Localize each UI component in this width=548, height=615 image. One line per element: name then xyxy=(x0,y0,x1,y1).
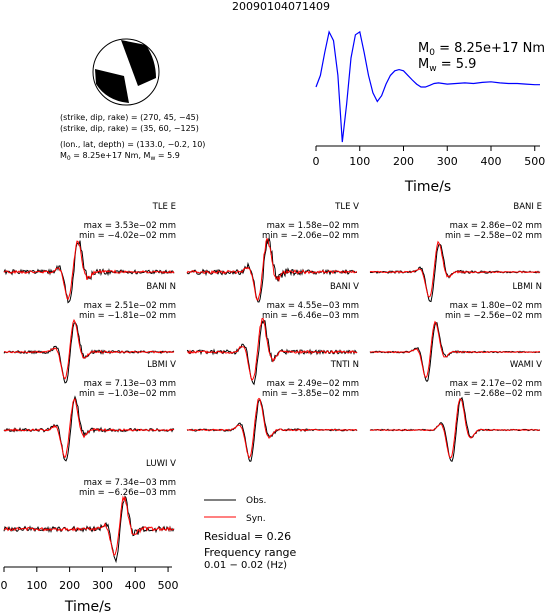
min-amplitude-label: min = −1.03e−02 mm xyxy=(79,389,176,399)
hypocenter-location: (lon., lat, depth) = (133.0, −0.2, 10) xyxy=(60,140,205,149)
synthetic-trace xyxy=(3,495,175,556)
max-amplitude-label: max = 2.49e−02 mm xyxy=(267,379,359,389)
stf-line xyxy=(315,30,540,143)
observed-trace xyxy=(3,240,175,304)
synthetic-trace xyxy=(187,317,358,381)
min-amplitude-label: min = −2.58e−02 mm xyxy=(445,231,542,241)
stf-x-tick-label: 200 xyxy=(393,155,414,168)
station-label: BANI N xyxy=(146,282,176,292)
max-amplitude-label: max = 3.53e−02 mm xyxy=(84,221,176,231)
bottom-x-tick-label: 300 xyxy=(92,579,113,592)
synthetic-trace xyxy=(3,397,175,459)
max-amplitude-label: max = 7.34e−03 mm xyxy=(84,478,176,488)
station-label: LBMI N xyxy=(513,282,542,292)
min-amplitude-label: min = −3.85e−02 mm xyxy=(262,389,359,399)
station-label: BANI E xyxy=(513,202,542,212)
bottom-x-tick-label: 200 xyxy=(59,579,80,592)
max-amplitude-label: max = 4.55e−03 mm xyxy=(267,301,359,311)
station-label: LUWI V xyxy=(146,459,176,469)
nodal-plane-1: (strike, dip, rake) = (270, 45, −45) xyxy=(60,113,199,122)
synthetic-trace xyxy=(369,397,541,459)
stf-x-label: Time/s xyxy=(404,179,451,195)
stf-x-ticks: 0 100 200 300 400 500 xyxy=(313,146,545,168)
stf-x-tick-label: 100 xyxy=(349,155,370,168)
synthetic-trace xyxy=(369,240,541,298)
stf-mw-label: Mw = 5.9 xyxy=(418,57,476,74)
beachball xyxy=(92,38,160,106)
min-amplitude-label: min = −4.02e−02 mm xyxy=(79,231,176,241)
stf-plot: 0 100 200 300 400 500 M0 = 8.25e+17 Nm Mw = 5… xyxy=(313,30,545,195)
max-amplitude-label: max = 7.13e−03 mm xyxy=(84,379,176,389)
frequency-range-label: Frequency range xyxy=(204,546,297,559)
moment-magnitude-line: M0 = 8.25e+17 Nm, Mw = 5.9 xyxy=(60,151,180,162)
min-amplitude-label: min = −2.68e−02 mm xyxy=(445,389,542,399)
max-amplitude-label: max = 2.51e−02 mm xyxy=(84,301,176,311)
stf-x-tick-label: 500 xyxy=(524,155,545,168)
station-label: TNTI N xyxy=(330,360,359,370)
observed-trace xyxy=(3,395,175,462)
stf-x-tick-label: 300 xyxy=(437,155,458,168)
station-label: LBMI V xyxy=(147,360,176,370)
observed-trace xyxy=(186,319,358,386)
max-amplitude-label: max = 2.17e−02 mm xyxy=(450,379,542,389)
min-amplitude-label: min = −2.06e−02 mm xyxy=(262,231,359,241)
synthetic-trace xyxy=(3,318,175,380)
observed-trace xyxy=(186,237,357,303)
max-amplitude-label: max = 2.86e−02 mm xyxy=(450,221,542,231)
figure-title: 20090104071409 xyxy=(232,0,330,13)
max-amplitude-label: max = 1.80e−02 mm xyxy=(450,301,542,311)
synthetic-trace xyxy=(369,320,540,379)
min-amplitude-label: min = −6.26e−03 mm xyxy=(79,488,176,498)
residual-label: Residual = 0.26 xyxy=(204,530,291,543)
stf-x-tick-label: 400 xyxy=(481,155,502,168)
legend: Obs. Syn. xyxy=(204,496,266,524)
legend-obs-label: Obs. xyxy=(246,496,266,506)
max-amplitude-label: max = 1.58e−02 mm xyxy=(267,221,359,231)
bottom-x-tick-label: 400 xyxy=(125,579,146,592)
synthetic-trace xyxy=(3,240,175,301)
bottom-x-label: Time/s xyxy=(64,599,111,615)
bottom-x-tick-label: 0 xyxy=(1,579,8,592)
station-label: TLE V xyxy=(334,202,359,212)
bottom-x-tick-label: 100 xyxy=(26,579,47,592)
legend-syn-label: Syn. xyxy=(246,514,266,524)
nodal-plane-2: (strike, dip, rake) = (35, 60, −125) xyxy=(60,124,199,133)
stf-m0-label: M0 = 8.25e+17 Nm xyxy=(418,41,545,58)
frequency-range-value: 0.01 − 0.02 (Hz) xyxy=(204,560,287,571)
station-label: TLE E xyxy=(152,202,176,212)
bottom-time-axis: 0 100 200 300 400 500 Time/s xyxy=(1,566,179,615)
bottom-x-tick-label: 500 xyxy=(158,579,179,592)
bottom-x-ticks: 0 100 200 300 400 500 xyxy=(1,567,179,592)
observed-trace xyxy=(186,398,358,463)
station-label: WAMI V xyxy=(510,360,542,370)
station-label: BANI V xyxy=(330,282,359,292)
min-amplitude-label: min = −6.46e−03 mm xyxy=(262,311,359,321)
min-amplitude-label: min = −1.81e−02 mm xyxy=(79,311,176,321)
synthetic-trace xyxy=(186,397,358,459)
min-amplitude-label: min = −2.56e−02 mm xyxy=(445,311,542,321)
stf-x-tick-label: 0 xyxy=(313,155,320,168)
synthetic-trace xyxy=(186,237,358,301)
